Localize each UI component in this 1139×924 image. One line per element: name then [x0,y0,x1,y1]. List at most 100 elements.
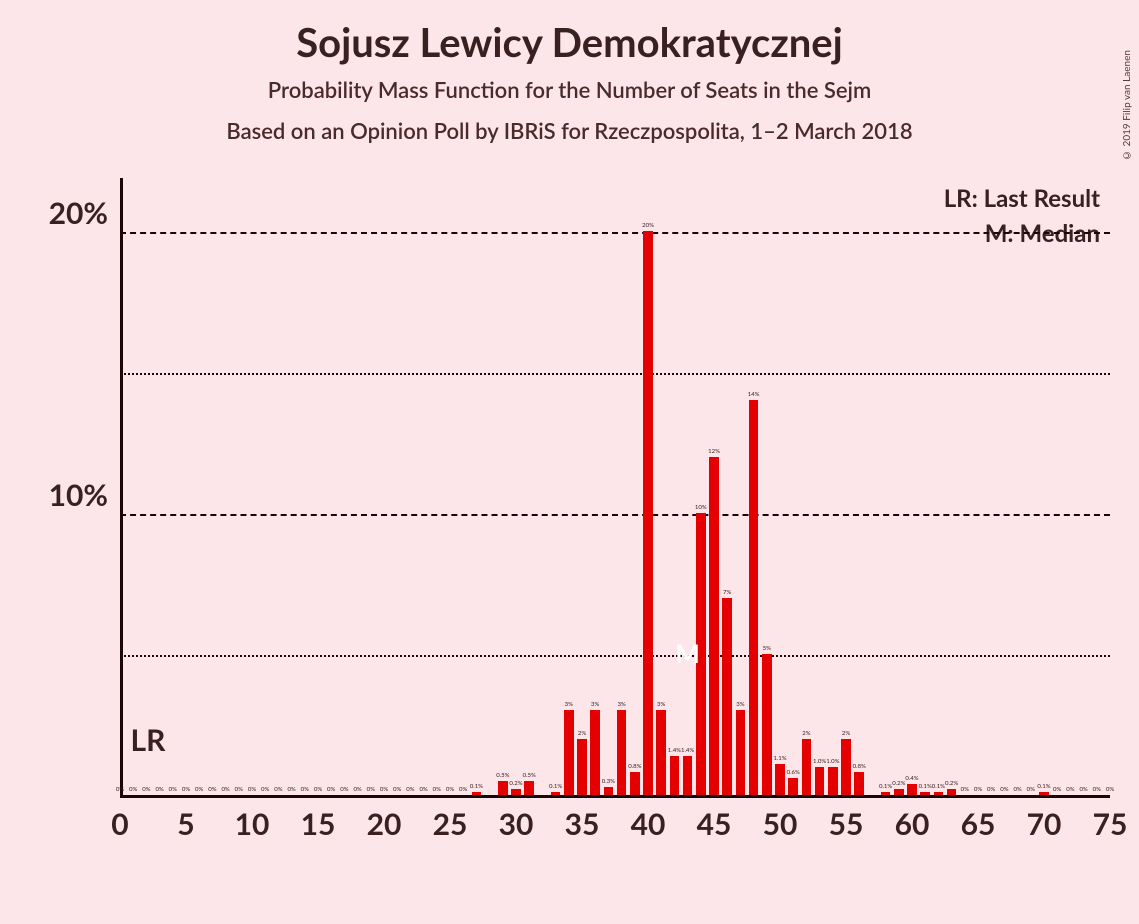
x-tick-label: 0 [111,806,128,842]
bar [947,789,957,795]
bar-value-label: 0% [419,786,427,793]
bar-value-label: 0.1% [1037,783,1050,790]
bar [749,400,759,795]
x-tick-label: 45 [697,806,732,842]
bar-value-label: 3% [591,701,599,708]
bar [511,789,521,795]
bar-value-label: 0% [248,786,256,793]
bar-value-label: 0% [221,786,229,793]
bar [604,787,614,795]
bar-value-label: 0.2% [945,780,958,787]
bar-value-label: 1.0% [813,758,826,765]
bar-value-label: 0.5% [523,772,536,779]
bar-value-label: 12% [708,448,720,455]
bar-value-label: 0% [195,786,203,793]
bar-value-label: 0% [314,786,322,793]
bar-value-label: 0.2% [892,780,905,787]
gridline-minor [120,373,1110,375]
chart-subtitle-2: Based on an Opinion Poll by IBRiS for Rz… [0,117,1139,144]
bar [696,513,706,795]
x-tick-label: 35 [565,806,600,842]
bar-value-label: 2% [802,730,810,737]
bar-value-label: 1.4% [668,747,681,754]
bar [643,231,653,795]
bar-value-label: 0% [261,786,269,793]
bar-value-label: 2% [578,730,586,737]
bar [564,710,574,795]
bar-value-label: 0.8% [628,763,641,770]
gridline-major [120,232,1110,234]
bar [1039,792,1049,795]
lr-marker: LR [131,722,166,758]
bar-value-label: 0.6% [787,769,800,776]
x-tick-label: 50 [763,806,798,842]
bar-value-label: 0.5% [496,772,509,779]
bar-value-label: 0% [1053,786,1061,793]
copyright-text: © 2019 Filip van Laenen [1121,50,1133,161]
bar [709,457,719,795]
bar [630,772,640,795]
x-axis-line [120,795,1110,798]
bar-value-label: 0% [459,786,467,793]
bar-value-label: 0.4% [905,775,918,782]
bar-value-label: 3% [565,701,573,708]
bar [683,756,693,795]
bar [577,739,587,795]
bar-value-label: 3% [736,701,744,708]
bar-value-label: 0% [1027,786,1035,793]
bar-value-label: 0.3% [602,778,615,785]
bar-value-label: 0% [1013,786,1021,793]
bar-value-label: 0% [169,786,177,793]
x-tick-label: 15 [301,806,336,842]
bar-value-label: 0% [433,786,441,793]
bar-value-label: 0% [182,786,190,793]
bar [854,772,864,795]
bar-value-label: 0% [974,786,982,793]
bar-value-label: 0.1% [879,783,892,790]
bar-value-label: 0% [406,786,414,793]
bar-value-label: 0% [367,786,375,793]
x-tick-label: 75 [1093,806,1128,842]
bar-value-label: 3% [617,701,625,708]
bar-value-label: 2% [842,730,850,737]
bar-value-label: 0% [1106,786,1114,793]
bar-value-label: 1.0% [826,758,839,765]
y-tick-label: 10% [49,477,108,513]
x-tick-label: 65 [961,806,996,842]
x-tick-label: 30 [499,806,534,842]
bar-value-label: 0% [208,786,216,793]
chart-subtitle-1: Probability Mass Function for the Number… [0,76,1139,103]
bar [498,781,508,795]
bar [736,710,746,795]
bar-value-label: 0% [235,786,243,793]
gridline-major [120,514,1110,516]
bar-value-label: 3% [657,701,665,708]
bar-value-label: 0% [380,786,388,793]
chart-title: Sojusz Lewicy Demokratycznej [0,18,1139,66]
bar [670,756,680,795]
bar-value-label: 0% [961,786,969,793]
bar-value-label: 0% [987,786,995,793]
bar-value-label: 0.2% [509,780,522,787]
y-axis-line [120,178,123,798]
bar-value-label: 0% [301,786,309,793]
bar [472,792,482,795]
x-tick-label: 25 [433,806,468,842]
bar-value-label: 0% [155,786,163,793]
bar-value-label: 0% [116,786,124,793]
bar-value-label: 0% [129,786,137,793]
bar [524,781,534,795]
x-tick-label: 5 [177,806,194,842]
bar [788,778,798,795]
bar [881,792,891,795]
y-tick-label: 20% [49,195,108,231]
bar [815,767,825,795]
bar [920,792,930,795]
bar-value-label: 1.4% [681,747,694,754]
bar-value-label: 0% [1079,786,1087,793]
bar [907,784,917,795]
bar [775,764,785,795]
bar-value-label: 5% [763,645,771,652]
bar [802,739,812,795]
bar-value-label: 0.1% [919,783,932,790]
